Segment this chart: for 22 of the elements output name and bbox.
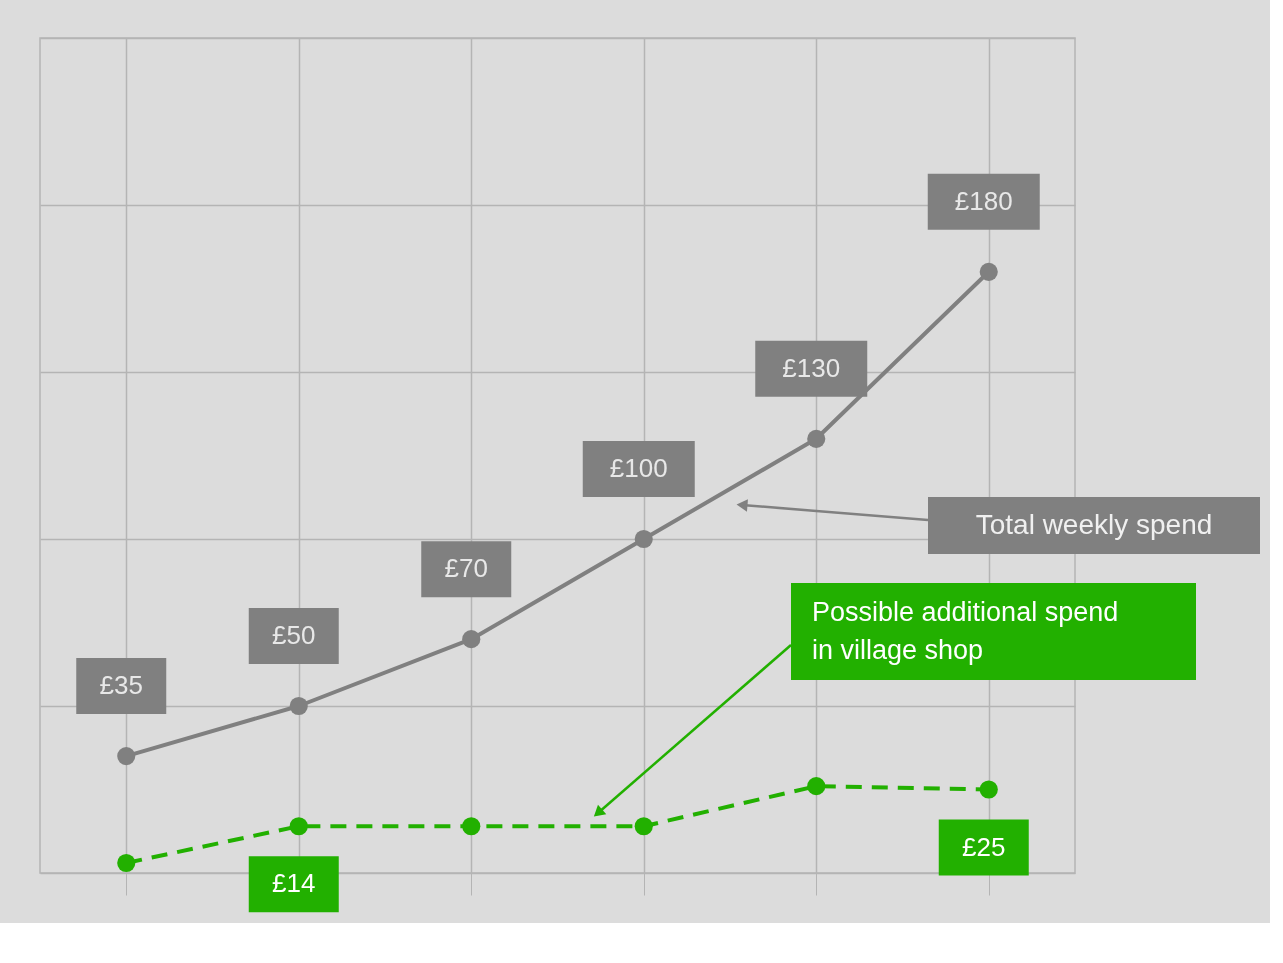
- point: [462, 817, 481, 836]
- data-label: £70: [444, 553, 488, 584]
- point: [634, 529, 653, 549]
- point: [634, 817, 653, 836]
- point: [979, 262, 998, 281]
- point: [807, 429, 826, 448]
- annotation: Total weekly spend: [975, 508, 1213, 540]
- data-label: £180: [954, 185, 1013, 216]
- point: [117, 747, 136, 766]
- data-label: £100: [609, 453, 668, 483]
- point: [462, 630, 481, 649]
- annotation: Possible additional spend in village shop: [812, 597, 1119, 665]
- point: [289, 696, 308, 716]
- data-label: £14: [272, 868, 316, 899]
- data-label: £35: [99, 670, 143, 701]
- data-label: £50: [272, 620, 316, 650]
- point: [979, 780, 998, 799]
- point: [807, 777, 826, 796]
- data-label: £25: [962, 831, 1006, 862]
- data-label: £130: [782, 352, 841, 383]
- point: [289, 817, 308, 836]
- point: [117, 853, 136, 873]
